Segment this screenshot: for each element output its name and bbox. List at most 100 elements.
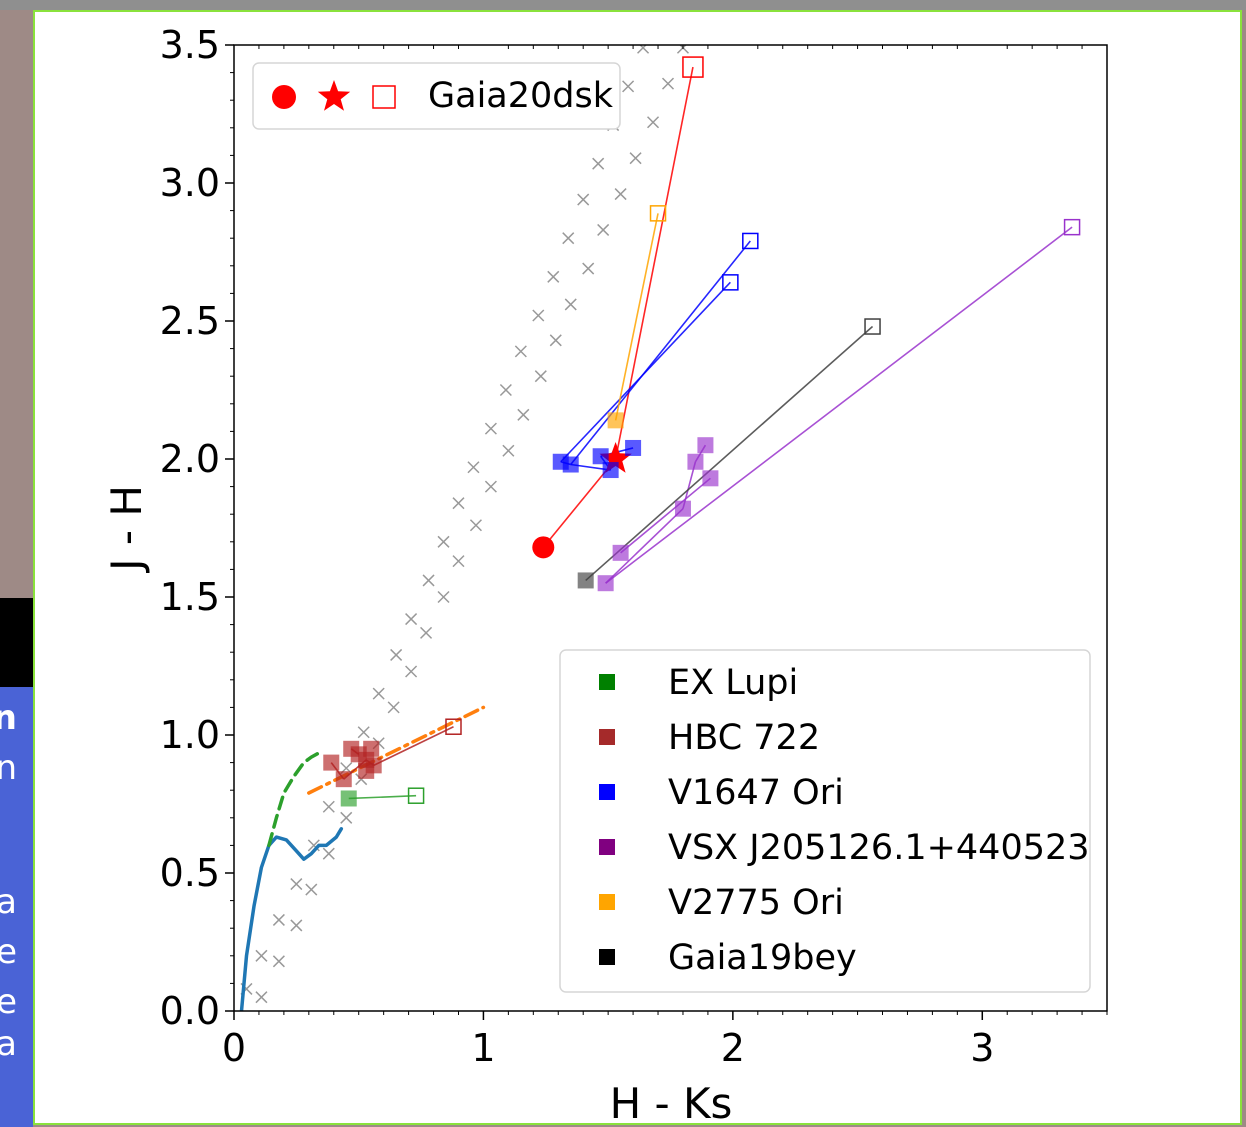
reddening-band-1-marker: [405, 613, 418, 626]
reddening-band-1-marker: [532, 309, 545, 322]
reddening-band-2-marker: [405, 665, 418, 678]
reddening-band-1-marker: [577, 193, 590, 206]
legend-circle-marker: [272, 85, 296, 109]
reddening-band-2-marker: [452, 555, 465, 568]
legend-swatch-vsx: [599, 839, 615, 855]
marker-v1647-ori: [602, 462, 619, 479]
legend-top-box: [252, 62, 621, 130]
plot-border: [233, 44, 1108, 1012]
marker-ex-lupi: [407, 787, 425, 804]
marker-gaia19bey: [864, 318, 881, 335]
reddening-band-2-marker: [340, 811, 353, 824]
legend-label-ex-lupi: EX Lupi: [668, 663, 798, 703]
marker-v1647-ori: [722, 274, 739, 291]
background-text-6: a: [0, 1024, 17, 1064]
plot-area: [239, 6, 1081, 1011]
series-line-gaia20dsk: [614, 66, 694, 460]
series-line-v1647-ori: [570, 240, 751, 466]
reddening-band-1-marker: [484, 422, 497, 435]
marker-vsx-j205126-1-440523: [674, 500, 691, 517]
marker-v1647-ori: [592, 448, 609, 465]
reddening-band-1-marker: [452, 497, 465, 510]
x-tick-label: 2: [721, 1026, 745, 1070]
legend-label-vsx: VSX J205126.1+440523: [668, 828, 1090, 868]
marker-vsx-j205126-1-440523: [687, 453, 704, 470]
reddening-band-2-marker: [597, 223, 610, 236]
plot-content: [239, 6, 1081, 1011]
marker-vsx-j205126-1-440523: [1063, 218, 1081, 236]
reddening-band-1-marker: [562, 232, 575, 245]
reddening-band-1-marker: [653, 6, 664, 17]
y-tick-label: 0.5: [160, 851, 220, 895]
background-left-black-bar: [0, 598, 33, 687]
marker-gaia19bey: [577, 572, 594, 589]
reddening-band-1-marker: [622, 80, 635, 93]
marker-hbc-722: [358, 762, 375, 779]
y-tick-label: 2.5: [160, 299, 220, 343]
reddening-band-1-marker: [290, 878, 303, 891]
reddening-band-1-marker: [437, 535, 450, 548]
reddening-band-2-marker: [564, 298, 577, 311]
reddening-band-2-marker: [272, 955, 285, 968]
marker-hbc-722: [363, 740, 380, 757]
marker-vsx-j205126-1-440523: [697, 437, 714, 454]
marker-v1647-ori: [625, 439, 642, 456]
legend-bottom: EX Lupi HBC 722 V1647 Ori VSX J205126.1+…: [559, 649, 1091, 993]
reddening-band-2-marker: [290, 919, 303, 932]
x-tick-label: 1: [471, 1026, 495, 1070]
series-line-ex-lupi: [348, 794, 417, 800]
series-line-vsx-j205126-1-440523: [605, 226, 1073, 584]
y-tick-label: 3.0: [160, 161, 220, 205]
series-line-vsx-j205126-1-440523: [605, 508, 684, 584]
marker-gaia20dsk: [682, 56, 704, 78]
reddening-band-1-marker: [322, 800, 335, 813]
reddening-band-1-marker: [357, 726, 370, 739]
background-text-5: e: [0, 982, 17, 1022]
reddening-band-2-marker: [661, 77, 675, 90]
reddening-band-2-marker: [305, 883, 318, 896]
reddening-band-2-marker: [534, 370, 547, 383]
marker-vsx-j205126-1-440523: [612, 544, 629, 561]
reddening-band-1-marker: [422, 574, 435, 587]
reddening-band-1-marker: [255, 949, 268, 962]
marker-vsx-j205126-1-440523: [597, 575, 614, 592]
marker-gaia20dsk: [532, 536, 555, 559]
x-tick-label: 0: [222, 1026, 246, 1070]
legend-swatch-hbc-722: [599, 729, 615, 745]
legend-swatch-v1647-ori: [599, 784, 615, 800]
legend-swatch-v2775-ori: [599, 894, 615, 910]
reddening-band-2-marker: [549, 334, 562, 347]
background-left-panel: [0, 10, 33, 598]
reddening-band-1-marker: [514, 345, 527, 358]
axis-ticks: 0 1 2 3 0.0 0.5 1.0 1.5 2.0 2.5 3.0 3.5: [160, 23, 1108, 1070]
reddening-band-2-marker: [322, 847, 335, 860]
top-bar: [0, 0, 1246, 10]
reddening-band-1-marker: [592, 157, 605, 170]
y-tick-label: 1.0: [160, 713, 220, 757]
legend-swatch-ex-lupi: [599, 674, 615, 690]
legend-label-gaia19bey: Gaia19bey: [668, 938, 857, 978]
marker-v2775-ori: [649, 205, 667, 222]
reddening-band-2-marker: [484, 480, 497, 493]
series-line-hbc-722: [373, 725, 454, 767]
marker-v2775-ori: [607, 412, 624, 429]
x-axis-label: H - Ks: [610, 1079, 733, 1127]
marker-hbc-722: [323, 754, 340, 771]
reddening-band-2-marker: [255, 991, 268, 1004]
reddening-band-1-marker: [272, 913, 285, 926]
marker-vsx-j205126-1-440523: [702, 470, 719, 487]
reddening-band-1-marker: [637, 45, 650, 54]
reddening-band-2-marker: [502, 444, 515, 457]
background-text-2: n: [0, 748, 17, 788]
reddening-band-2-marker: [437, 590, 450, 604]
legend-star-marker: [317, 80, 351, 111]
legend-open-square-marker: [372, 85, 396, 109]
y-axis-label: J - H: [102, 485, 151, 574]
y-tick-label: 0.0: [160, 989, 220, 1033]
reddening-band-2-marker: [614, 188, 627, 201]
background-text-3: a: [0, 882, 17, 922]
reddening-band-1-marker: [467, 461, 480, 474]
reddening-band-1-marker: [372, 687, 385, 700]
legend-label-hbc-722: HBC 722: [668, 718, 820, 758]
